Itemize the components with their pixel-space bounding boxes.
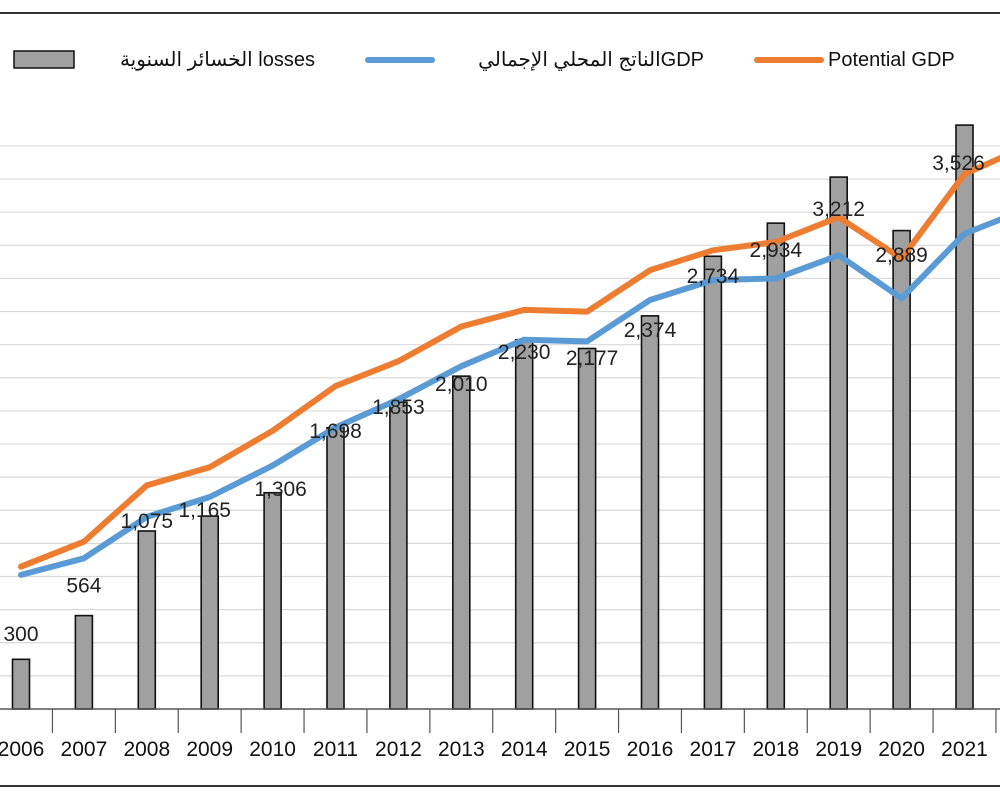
- bar-2015: [577, 347, 597, 710]
- x-tick-label-2018: 2018: [752, 738, 799, 761]
- x-tick-label-2009: 2009: [186, 738, 233, 761]
- x-tick-label-2008: 2008: [123, 738, 170, 761]
- legend-label-gdp: الناتج المحلي الإجماليGDP: [478, 49, 704, 72]
- data-label-2014: 2,230: [498, 341, 551, 364]
- bar-2007: [74, 614, 94, 710]
- legend: الخسائر السنوية losses الناتج المحلي الإ…: [13, 49, 955, 72]
- x-tick-label-2021: 2021: [941, 738, 988, 761]
- data-label-2017: 2,734: [687, 265, 740, 288]
- bar-2016: [640, 315, 660, 710]
- bar-2008: [137, 530, 157, 710]
- legend-bar-swatch: [13, 50, 75, 69]
- data-label-2016: 2,374: [624, 319, 677, 342]
- data-label-2019: 3,212: [812, 198, 865, 221]
- bar-data-labels: 300 564 1,075 1,165 1,306 1,698 1,853 2,010 2,23…: [3, 152, 985, 646]
- bar-2010: [263, 491, 282, 710]
- bar-2020: [892, 229, 911, 710]
- data-label-2015: 2,177: [566, 347, 619, 370]
- x-tick-label-2006: 2006: [0, 738, 44, 761]
- bar-2013: [451, 375, 471, 710]
- x-tick-label-2011: 2011: [313, 738, 358, 761]
- data-label-2007: 564: [66, 575, 101, 598]
- data-label-2020: 2,889: [875, 244, 928, 267]
- data-label-2008: 1,075: [121, 510, 174, 533]
- data-label-2013: 2,010: [435, 373, 488, 396]
- bar-2012: [389, 401, 408, 710]
- bar-2018: [766, 222, 786, 710]
- x-tick-label-2010: 2010: [249, 738, 296, 761]
- x-tick-label-2016: 2016: [627, 738, 674, 761]
- potential-gdp-line: [18, 154, 1000, 570]
- x-tick-label-2007: 2007: [61, 738, 108, 761]
- bar-2021: [955, 124, 974, 710]
- data-label-2009: 1,165: [178, 499, 231, 522]
- data-label-2011: 1,698: [309, 420, 362, 443]
- legend-label-potential: Potential GDP: [828, 49, 955, 71]
- x-tick-label-2014: 2014: [501, 738, 548, 761]
- data-label-2012: 1,853: [372, 396, 425, 419]
- bar-2014: [514, 338, 534, 710]
- x-tick-label-2020: 2020: [878, 738, 925, 761]
- data-label-2006: 300: [3, 623, 38, 646]
- legend-label-losses: الخسائر السنوية losses: [120, 49, 315, 71]
- data-label-2021: 3,526: [932, 152, 985, 175]
- bar-2006: [11, 658, 31, 710]
- x-tick-label-2013: 2013: [438, 738, 485, 761]
- x-axis-ticks: 2006 2007 2008 2009 2010 2011 2012 2013 2014 2015…: [0, 709, 997, 761]
- x-tick-label-2015: 2015: [564, 738, 611, 761]
- bar-2017: [703, 255, 723, 710]
- x-tick-label-2012: 2012: [375, 738, 422, 761]
- bar-2011: [326, 427, 345, 710]
- x-tick-label-2017: 2017: [690, 738, 737, 761]
- bar-2009: [200, 515, 219, 710]
- bar-series: [11, 124, 974, 710]
- data-label-2018: 2,934: [750, 239, 803, 262]
- gdp-line: [18, 216, 1000, 578]
- data-label-2010: 1,306: [254, 478, 307, 501]
- x-tick-label-2019: 2019: [815, 738, 862, 761]
